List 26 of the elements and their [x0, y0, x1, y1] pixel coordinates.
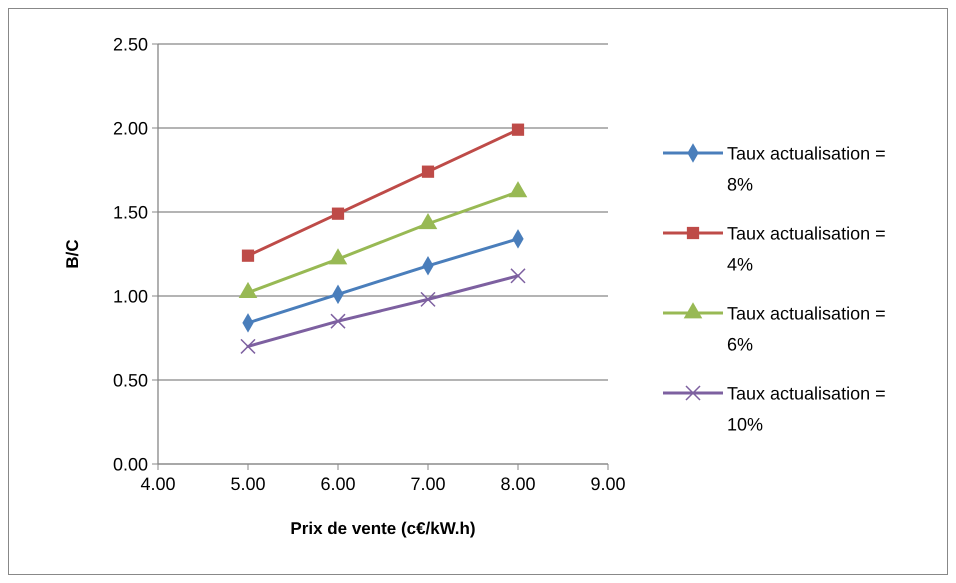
point — [332, 208, 344, 220]
x-tick-label: 7.00 — [410, 474, 446, 494]
x-tick-label: 9.00 — [590, 474, 626, 494]
point — [510, 268, 526, 284]
y-axis-title: B/C — [63, 239, 82, 269]
y-tick-label: 2.00 — [112, 118, 148, 138]
y-tick-label: 1.50 — [112, 202, 148, 222]
point — [420, 292, 436, 308]
legend-label: Taux actualisation = 6% — [727, 303, 886, 354]
y-tick-label: 1.00 — [112, 286, 148, 306]
y-tick-label: 0.50 — [112, 370, 148, 390]
x-tick-label: 5.00 — [230, 474, 266, 494]
y-tick-label: 2.50 — [112, 34, 148, 54]
point — [422, 166, 434, 178]
x-axis-title: Prix de vente (c€/kW.h) — [290, 519, 476, 538]
y-tick-label: 0.00 — [112, 454, 148, 474]
x-tick-label: 8.00 — [500, 474, 536, 494]
x-tick-label: 4.00 — [140, 474, 176, 494]
x-tick-label: 6.00 — [320, 474, 356, 494]
legend-label: Taux actualisation = 4% — [727, 223, 886, 274]
point — [240, 338, 256, 354]
point — [512, 124, 524, 136]
point — [330, 313, 346, 329]
legend-label: Taux actualisation = 10% — [727, 383, 886, 434]
legend-label: Taux actualisation = 8% — [727, 143, 886, 194]
point — [242, 250, 254, 262]
